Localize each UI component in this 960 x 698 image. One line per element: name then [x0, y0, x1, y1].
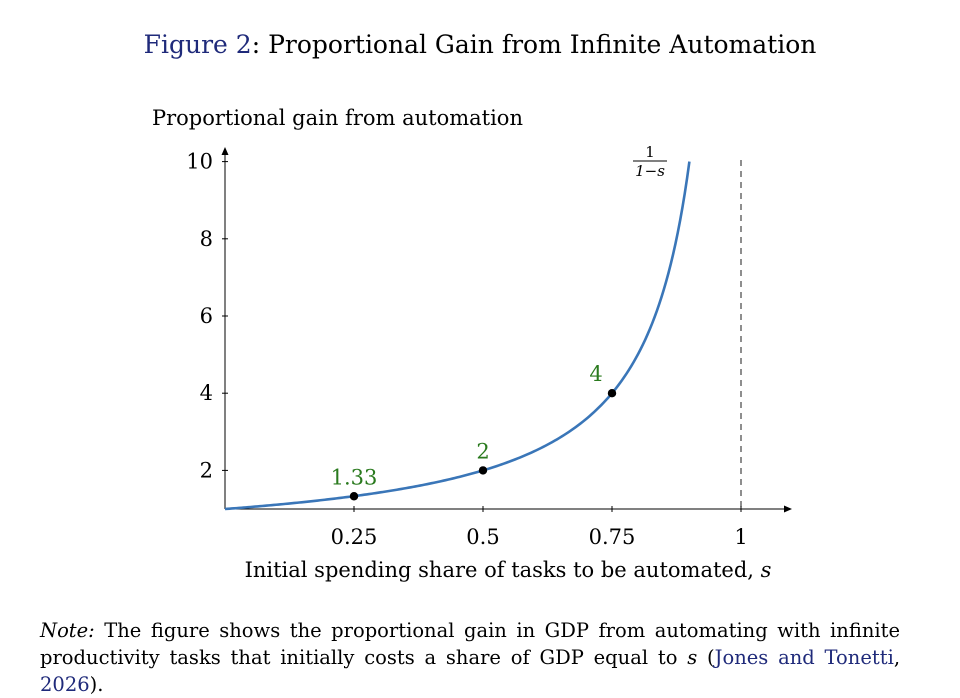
- points-layer: 1.33 2 4: [331, 362, 617, 501]
- data-point: [349, 492, 359, 501]
- x-axis-title-text: Initial spending share of tasks to be au…: [245, 558, 761, 582]
- note-close: ).: [89, 673, 104, 696]
- y-axis-title: Proportional gain from automation: [152, 106, 523, 130]
- citation-authors-link[interactable]: Jones and Tonetti: [714, 646, 894, 669]
- x-tick-label: 0.75: [589, 525, 636, 549]
- figure-title-text: Proportional Gain from Infinite Automati…: [268, 30, 817, 59]
- curve-formula-numerator: 1: [645, 143, 655, 161]
- ticks: 0.25 0.5 0.75 1 2 4 6 8 10: [186, 150, 747, 549]
- x-axis-arrow: [784, 505, 792, 513]
- y-axis-arrow: [221, 147, 229, 155]
- citation-year-link[interactable]: 2026: [40, 673, 90, 696]
- note-open: (: [697, 646, 715, 669]
- figure-title-separator: :: [251, 30, 269, 59]
- y-tick-label: 4: [200, 381, 213, 405]
- series-curve: [224, 161, 691, 511]
- note-prefix: Note:: [40, 619, 95, 642]
- y-tick-label: 6: [200, 304, 213, 328]
- note-comma: ,: [893, 646, 901, 669]
- x-tick-label: 0.5: [466, 525, 499, 549]
- chart: Proportional gain from automation 0.25 0.…: [152, 106, 792, 582]
- y-tick-label: 8: [200, 227, 213, 251]
- x-axis-title-variable: s: [761, 558, 772, 582]
- axes: [221, 147, 792, 513]
- data-point-label: 2: [476, 439, 489, 463]
- curve-formula-denominator: 1−s: [635, 162, 665, 180]
- figure-title: Figure 2: Proportional Gain from Infinit…: [0, 30, 960, 59]
- curve-layer: [224, 161, 691, 511]
- note-text: The figure shows the proportional gain i…: [40, 619, 900, 669]
- data-point: [478, 466, 488, 475]
- figure-label[interactable]: Figure 2: [143, 30, 252, 59]
- note-variable: s: [687, 646, 698, 669]
- data-point-label: 1.33: [331, 465, 378, 489]
- x-axis-title: Initial spending share of tasks to be au…: [245, 558, 772, 582]
- figure-note: Note: The figure shows the proportional …: [40, 617, 900, 698]
- y-tick-label: 2: [200, 458, 213, 482]
- y-tick-label: 10: [186, 150, 213, 174]
- x-tick-label: 0.25: [331, 525, 378, 549]
- data-point: [607, 389, 617, 398]
- curve-formula-label: 1 1−s: [633, 143, 667, 180]
- x-tick-label: 1: [734, 525, 747, 549]
- data-point-label: 4: [589, 362, 602, 386]
